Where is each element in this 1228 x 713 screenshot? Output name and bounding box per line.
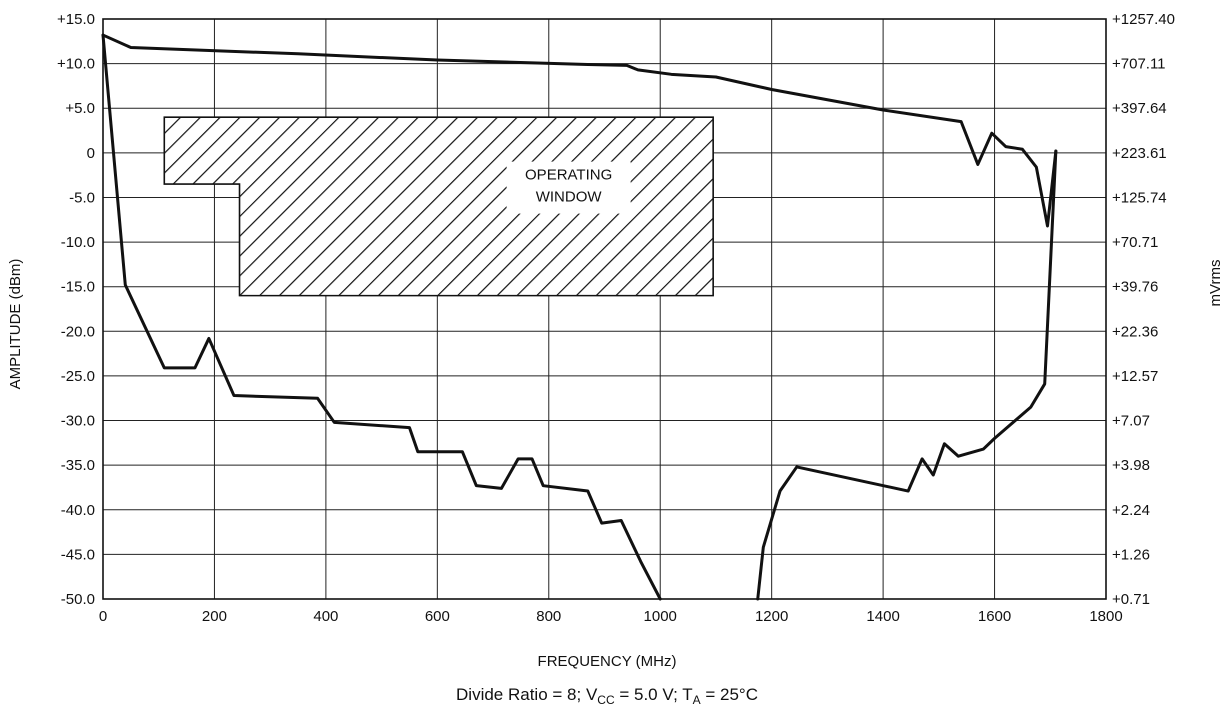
y2-tick-label: +707.11 bbox=[1112, 56, 1166, 73]
x-tick-label: 1800 bbox=[1089, 608, 1122, 625]
plot-frame bbox=[102, 18, 1107, 600]
x-tick-label: 0 bbox=[99, 608, 107, 625]
x-tick-label: 200 bbox=[202, 608, 227, 625]
y2-tick-label: +12.57 bbox=[1112, 368, 1158, 385]
caption-suffix: = 25°C bbox=[701, 685, 758, 704]
y2-tick-label: +39.76 bbox=[1112, 279, 1158, 296]
y-tick-label: -25.0 bbox=[61, 368, 95, 385]
y-tick-label: -30.0 bbox=[61, 413, 95, 430]
grid-lines bbox=[102, 18, 1107, 600]
y-tick-label: -20.0 bbox=[61, 323, 95, 340]
y2-tick-label: +1257.40 bbox=[1112, 11, 1175, 28]
y2-tick-label: +70.71 bbox=[1112, 234, 1158, 251]
operating-window-label-line1: OPERATING bbox=[525, 167, 612, 184]
x-tick-label: 400 bbox=[313, 608, 338, 625]
y-axis-label: AMPLITUDE (dBm) bbox=[7, 259, 24, 390]
caption-vcc-subscript: CC bbox=[597, 693, 615, 707]
y2-tick-label: +125.74 bbox=[1112, 189, 1167, 206]
chart-caption: Divide Ratio = 8; VCC = 5.0 V; TA = 25°C bbox=[456, 685, 758, 707]
y-tick-label: -40.0 bbox=[61, 502, 95, 519]
caption-middle: = 5.0 V; T bbox=[615, 685, 693, 704]
y2-axis-label: mVrms bbox=[1207, 260, 1224, 307]
y-tick-label: -50.0 bbox=[61, 591, 95, 608]
y2-axis-ticks: +1257.40 +707.11 +397.64 +223.61 +125.74 +70.… bbox=[1112, 11, 1175, 608]
x-axis-ticks: 0 200 400 600 800 1000 1200 1400 1600 1800 bbox=[99, 608, 1123, 625]
operating-window-label-bg bbox=[506, 161, 631, 214]
series-line-1 bbox=[101, 33, 1058, 228]
y-tick-label: -35.0 bbox=[61, 457, 95, 474]
y-tick-label: +10.0 bbox=[57, 56, 95, 73]
y-tick-label: -5.0 bbox=[69, 189, 95, 206]
data-series-group bbox=[101, 33, 1058, 601]
y-tick-label: +15.0 bbox=[57, 11, 95, 28]
y2-tick-label: +2.24 bbox=[1112, 502, 1150, 519]
series-line-2 bbox=[101, 33, 662, 601]
operating-window-region: OPERATING WINDOW bbox=[163, 116, 714, 297]
operating-window-label-line2: WINDOW bbox=[536, 189, 603, 206]
y-tick-label: -45.0 bbox=[61, 546, 95, 563]
y2-tick-label: +22.36 bbox=[1112, 323, 1158, 340]
x-tick-label: 1600 bbox=[978, 608, 1011, 625]
caption-ta-subscript: A bbox=[693, 693, 701, 707]
y-tick-label: +5.0 bbox=[65, 100, 95, 117]
x-tick-label: 1400 bbox=[866, 608, 899, 625]
y2-tick-label: +397.64 bbox=[1112, 100, 1167, 117]
x-tick-label: 1000 bbox=[644, 608, 677, 625]
x-tick-label: 800 bbox=[536, 608, 561, 625]
y-tick-label: -15.0 bbox=[61, 279, 95, 296]
y-tick-label: 0 bbox=[87, 145, 95, 162]
operating-window-hatch bbox=[163, 116, 714, 297]
y2-tick-label: +223.61 bbox=[1112, 145, 1167, 162]
series-line-3 bbox=[756, 149, 1058, 601]
x-tick-label: 1200 bbox=[755, 608, 788, 625]
y2-tick-label: +7.07 bbox=[1112, 413, 1150, 430]
caption-prefix: Divide Ratio = 8; V bbox=[456, 685, 598, 704]
x-tick-label: 600 bbox=[425, 608, 450, 625]
y2-tick-label: +1.26 bbox=[1112, 546, 1150, 563]
y-axis-ticks: +15.0 +10.0 +5.0 0 -5.0 -10.0 -15.0 -20.0 -25.0 -… bbox=[57, 11, 95, 608]
y2-tick-label: +3.98 bbox=[1112, 457, 1150, 474]
y2-tick-label: +0.71 bbox=[1112, 591, 1150, 608]
y-tick-label: -10.0 bbox=[61, 234, 95, 251]
x-axis-label: FREQUENCY (MHz) bbox=[538, 653, 677, 670]
